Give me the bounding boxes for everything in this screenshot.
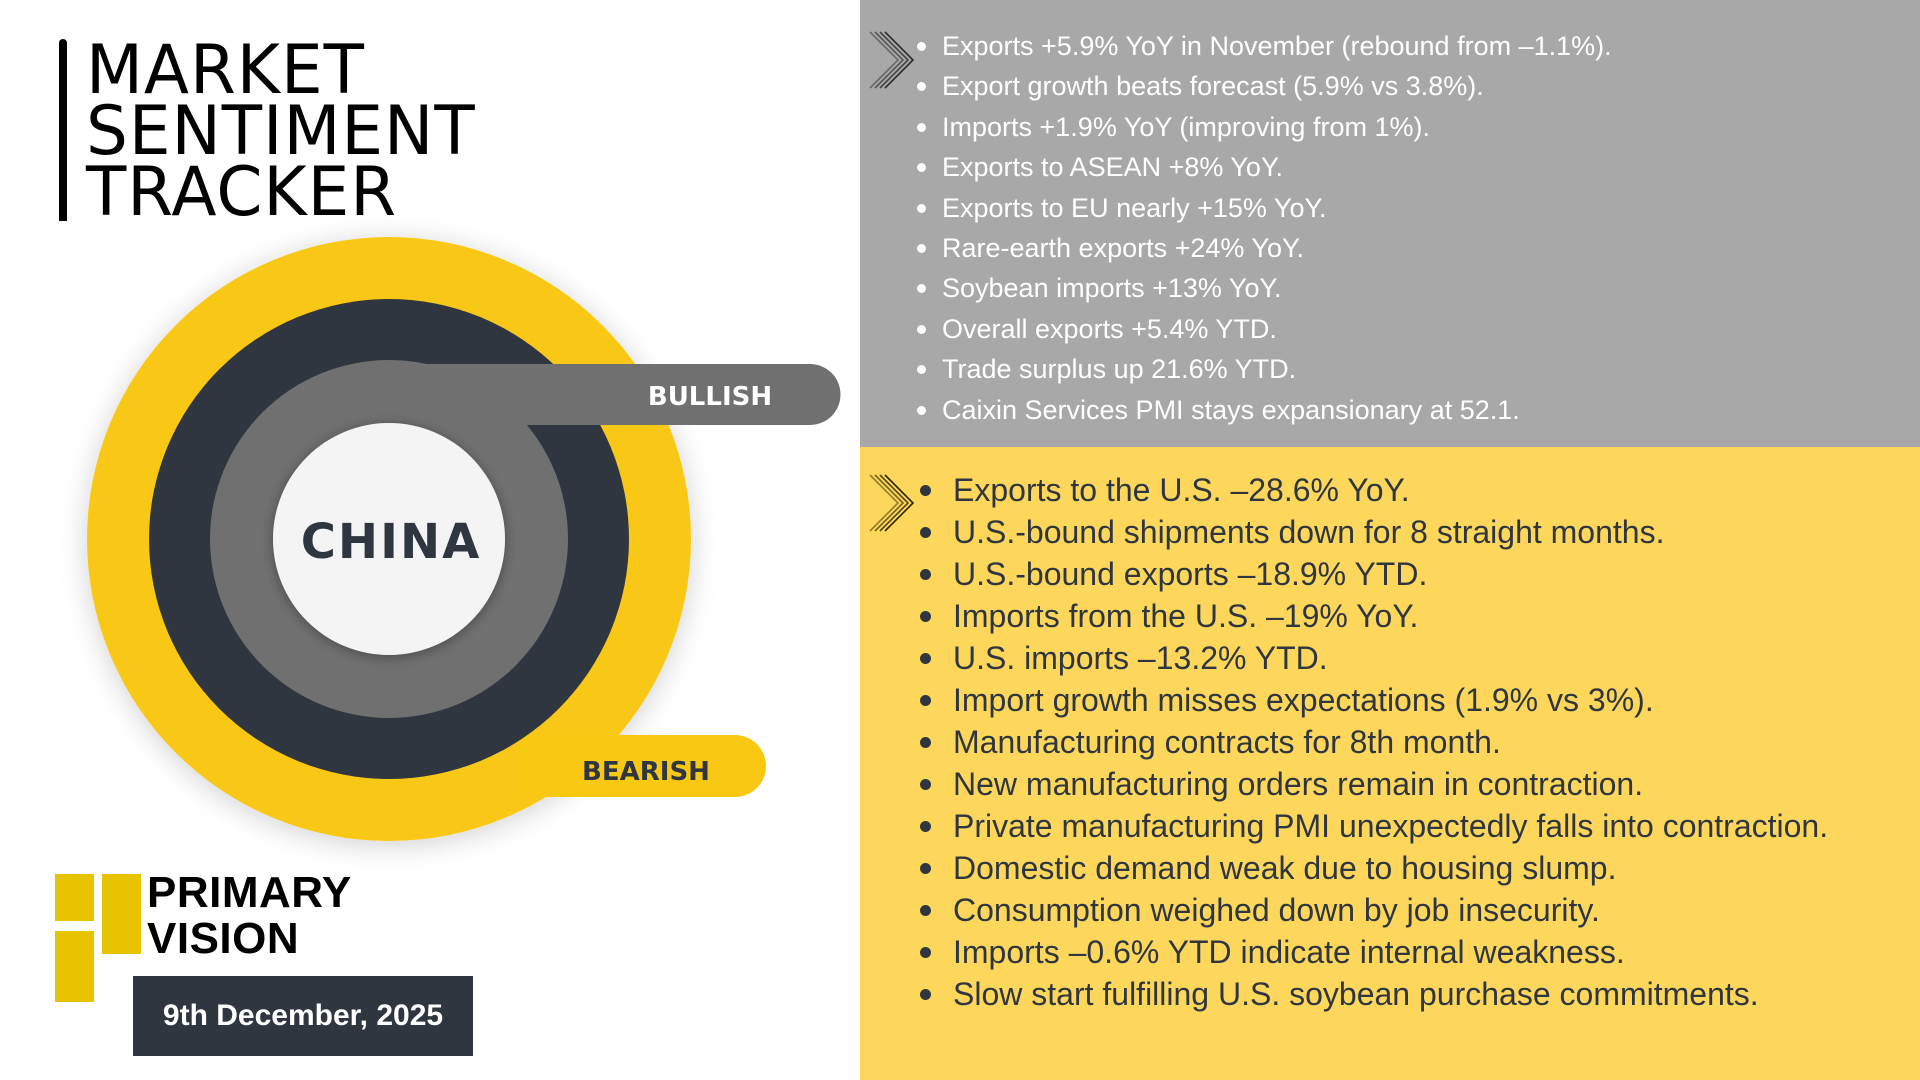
bullish-point: Exports to EU nearly +15% YoY. — [917, 188, 1612, 228]
brand-line: VISION — [147, 914, 300, 963]
date-badge: 9th December, 2025 — [133, 976, 473, 1056]
center-label: CHINA — [301, 514, 482, 570]
left-section: MARKET SENTIMENT TRACKER CHINA BULLISH B… — [0, 0, 860, 1080]
bearish-point: Domestic demand weak due to housing slum… — [920, 847, 1900, 889]
bearish-point: Imports from the U.S. –19% YoY. — [920, 595, 1900, 637]
bullish-point: Caixin Services PMI stays expansionary a… — [917, 390, 1612, 430]
bearish-point: Import growth misses expectations (1.9% … — [920, 679, 1900, 721]
title-line: SENTIMENT — [86, 92, 476, 171]
bullish-point: Exports +5.9% YoY in November (rebound f… — [917, 26, 1612, 66]
bullish-point: Overall exports +5.4% YTD. — [917, 309, 1612, 349]
bearish-point: Imports –0.6% YTD indicate internal weak… — [920, 931, 1900, 973]
center-circle — [273, 423, 505, 655]
bullish-point: Exports to ASEAN +8% YoY. — [917, 147, 1612, 187]
bullish-list: Exports +5.9% YoY in November (rebound f… — [917, 26, 1612, 430]
bearish-list: Exports to the U.S. –28.6% YoY. U.S.-boun… — [920, 469, 1900, 1015]
bullish-label: BULLISH — [648, 382, 772, 412]
bullish-point: Soybean imports +13% YoY. — [917, 268, 1612, 308]
bullish-point: Export growth beats forecast (5.9% vs 3.… — [917, 66, 1612, 106]
bearish-point: Consumption weighed down by job insecuri… — [920, 889, 1900, 931]
bearish-point: Manufacturing contracts for 8th month. — [920, 721, 1900, 763]
title-line: MARKET — [86, 31, 365, 110]
bullish-bar — [389, 364, 841, 425]
chevron-right-icon — [869, 474, 915, 532]
logo-block — [55, 874, 94, 921]
logo-block — [55, 931, 94, 1002]
bearish-point: New manufacturing orders remain in contr… — [920, 763, 1900, 805]
bearish-point: Slow start fulfilling U.S. soybean purch… — [920, 973, 1900, 1015]
bearish-point: Private manufacturing PMI unexpectedly f… — [920, 805, 1900, 847]
bullish-panel: Exports +5.9% YoY in November (rebound f… — [860, 0, 1920, 447]
chevron-right-icon — [869, 31, 915, 89]
bullish-point: Rare-earth exports +24% YoY. — [917, 228, 1612, 268]
logo-block — [102, 874, 141, 954]
title-accent-bar — [59, 39, 67, 221]
bearish-point: Exports to the U.S. –28.6% YoY. — [920, 469, 1900, 511]
sentiment-gauge: CHINA BULLISH BEARISH — [87, 237, 841, 841]
bearish-point: U.S.-bound exports –18.9% YTD. — [920, 553, 1900, 595]
brand-logo-text: PRIMARY VISION — [147, 870, 352, 962]
brand-line: PRIMARY — [147, 868, 352, 917]
title-line: TRACKER — [86, 153, 398, 232]
bullish-point: Imports +1.9% YoY (improving from 1%). — [917, 107, 1612, 147]
bullish-point: Trade surplus up 21.6% YTD. — [917, 349, 1612, 389]
bearish-panel: Exports to the U.S. –28.6% YoY. U.S.-boun… — [860, 447, 1920, 1080]
bearish-bar — [520, 735, 766, 797]
bearish-label: BEARISH — [582, 757, 710, 787]
page-title: MARKET SENTIMENT TRACKER — [86, 31, 488, 232]
bearish-point: U.S. imports –13.2% YTD. — [920, 637, 1900, 679]
bearish-point: U.S.-bound shipments down for 8 straight… — [920, 511, 1900, 553]
